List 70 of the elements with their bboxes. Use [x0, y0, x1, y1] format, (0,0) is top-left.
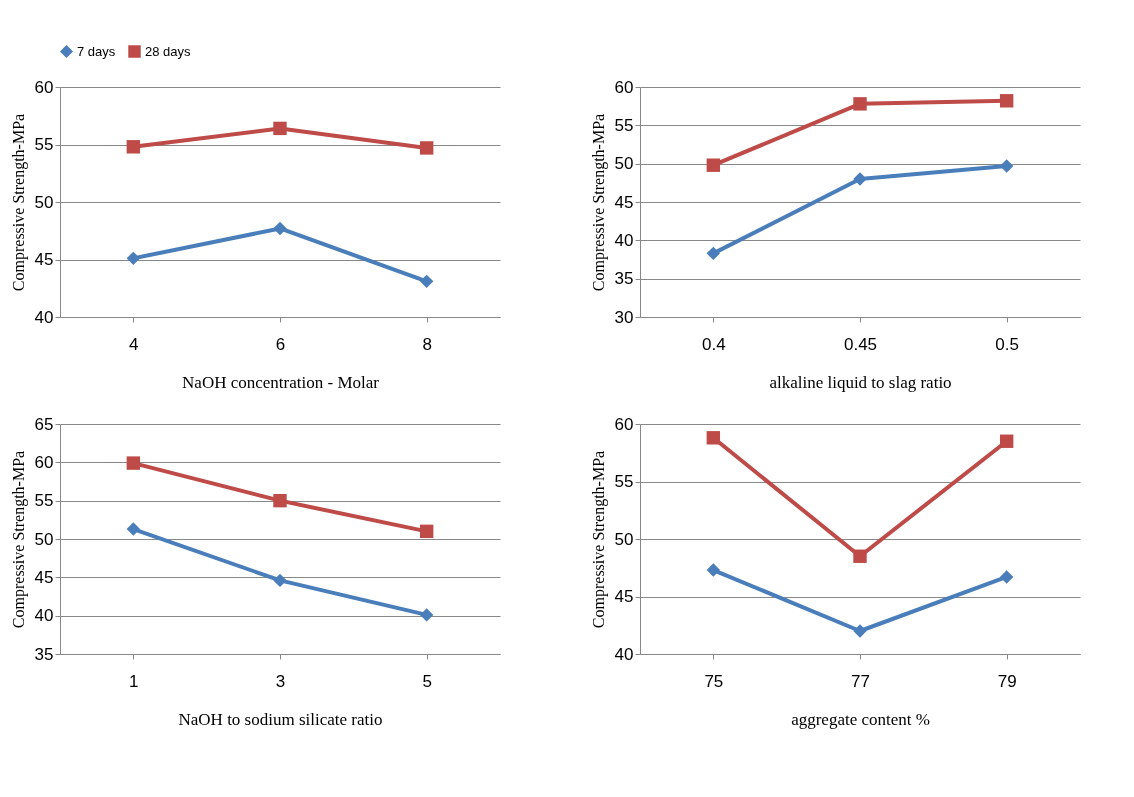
point — [706, 158, 721, 172]
point — [999, 94, 1014, 108]
y-axis-title: Compressive Strength-MPa — [589, 450, 608, 629]
y-tick-label: 55 — [34, 491, 54, 511]
x-tick-label: 5 — [422, 671, 432, 691]
point — [706, 563, 721, 577]
x-tick-label: 8 — [422, 334, 432, 354]
point — [126, 456, 141, 470]
point — [419, 608, 434, 622]
x-tick-label: 1 — [129, 671, 139, 691]
point — [853, 624, 867, 638]
x-tick-label: 0.4 — [702, 334, 726, 354]
y-tick-label: 45 — [34, 250, 54, 269]
legend-label: 28 days — [145, 43, 192, 59]
y-tick-label: 60 — [614, 414, 634, 434]
y-tick-label: 50 — [34, 529, 54, 549]
point — [853, 97, 867, 111]
point — [999, 434, 1014, 448]
y-tick-label: 60 — [34, 77, 54, 97]
y-tick-label: 55 — [614, 115, 634, 135]
y-tick-label: 55 — [34, 135, 54, 154]
point — [706, 246, 721, 261]
x-tick-label: 0.5 — [995, 334, 1019, 354]
y-axis-title: Compressive Strength-MPa — [9, 113, 28, 292]
y-tick-label: 50 — [614, 154, 634, 174]
y-tick-label: 60 — [614, 77, 634, 97]
y-tick-label: 45 — [614, 587, 634, 606]
x-tick-label: 77 — [851, 671, 870, 691]
point — [706, 431, 721, 445]
point — [419, 524, 434, 539]
y-tick-label: 55 — [614, 472, 634, 491]
x-tick-label: 79 — [997, 671, 1017, 691]
point — [273, 221, 287, 236]
point — [853, 549, 867, 563]
y-tick-label: 30 — [614, 307, 634, 327]
point — [419, 274, 434, 289]
legend-label: 7 days — [77, 43, 116, 59]
x-tick-label: 4 — [129, 334, 139, 354]
y-tick-label: 45 — [34, 567, 54, 587]
y-axis-title: Compressive Strength-MPa — [9, 450, 28, 629]
y-tick-label: 65 — [34, 414, 54, 434]
y-tick-label: 60 — [34, 452, 54, 472]
y-tick-label: 35 — [34, 644, 54, 664]
x-axis-title: NaOH concentration - Molar — [182, 372, 380, 392]
y-axis-title: Compressive Strength-MPa — [589, 113, 608, 292]
point — [126, 140, 141, 154]
y-tick-label: 40 — [34, 307, 54, 327]
point — [999, 570, 1014, 584]
point — [273, 573, 287, 588]
point — [419, 141, 434, 155]
y-tick-label: 40 — [614, 644, 634, 664]
x-axis-title: alkaline liquid to slag ratio — [769, 372, 952, 392]
point — [273, 493, 287, 508]
point — [999, 159, 1014, 173]
y-tick-label: 50 — [34, 192, 54, 212]
y-tick-label: 45 — [614, 192, 634, 212]
x-tick-label: 6 — [275, 334, 286, 354]
y-tick-label: 50 — [614, 529, 634, 549]
x-axis-title: NaOH to sodium silicate ratio — [178, 709, 383, 729]
x-tick-label: 3 — [275, 671, 286, 691]
x-axis-title: aggregate content % — [791, 709, 930, 729]
y-tick-label: 40 — [34, 606, 54, 626]
point — [126, 251, 141, 266]
y-tick-label: 40 — [614, 230, 634, 250]
point — [126, 522, 141, 536]
y-tick-label: 35 — [614, 269, 634, 289]
point — [273, 121, 287, 136]
x-tick-label: 0.45 — [843, 334, 878, 354]
point — [853, 172, 867, 186]
x-tick-label: 75 — [704, 671, 724, 691]
